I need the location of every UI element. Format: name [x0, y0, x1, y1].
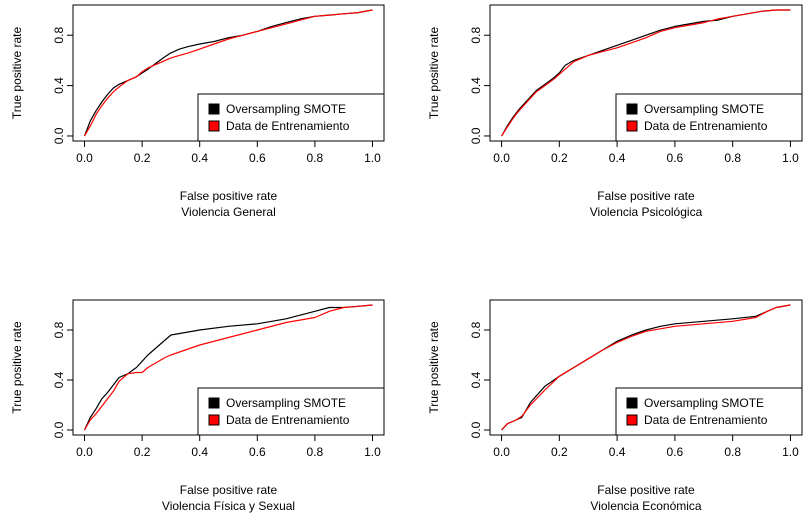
x-tick-label: 0.8 [307, 151, 324, 165]
legend-label: Data de Entrenamiento [644, 413, 768, 427]
x-tick-label: 0.6 [249, 445, 266, 459]
roc-panel-2: 0.0 0.2 0.4 0.6 0.8 1.0 0.0 0.4 0.8 False positiv… [427, 4, 803, 219]
y-tick-label: 0.0 [469, 421, 483, 438]
x-tick-label: 0.4 [191, 445, 208, 459]
x-axis-label: False positive rate [597, 189, 695, 203]
y-axis-label: True positive rate [427, 27, 441, 120]
panel-subtitle: Violencia Física y Sexual [162, 499, 295, 513]
x-tick-label: 0.2 [134, 151, 151, 165]
legend-label: Oversampling SMOTE [226, 396, 346, 410]
legend-label: Data de Entrenamiento [226, 119, 350, 133]
x-tick-label: 0.2 [551, 151, 568, 165]
y-tick-label: 0.4 [52, 371, 66, 388]
legend: Oversampling SMOTE Data de Entrenamiento [197, 93, 385, 142]
y-tick-label: 0.4 [469, 371, 483, 388]
roc-curve-smote [83, 304, 373, 431]
y-tick-label: 0.8 [469, 321, 483, 338]
legend-box [615, 93, 803, 142]
x-tick-label: 0.8 [724, 151, 741, 165]
legend: Oversampling SMOTE Data de Entrenamiento [615, 387, 803, 436]
roc-panel-1: 0.0 0.2 0.4 0.6 0.8 1.0 0.0 0.4 0.8 False positiv… [10, 4, 385, 219]
legend-box [615, 387, 803, 436]
roc-panel-3: 0.0 0.2 0.4 0.6 0.8 1.0 0.0 0.4 0.8 False positiv… [10, 299, 385, 513]
y-tick-label: 0.4 [52, 77, 66, 94]
y-axis-label: True positive rate [10, 321, 24, 414]
y-tick-label: 0.0 [52, 127, 66, 144]
legend-swatch [626, 103, 638, 115]
x-tick-label: 1.0 [364, 151, 381, 165]
y-axis-label: True positive rate [427, 321, 441, 414]
legend-box [197, 93, 385, 142]
x-tick-label: 1.0 [782, 445, 799, 459]
y-tick-label: 0.8 [52, 321, 66, 338]
legend: Oversampling SMOTE Data de Entrenamiento [615, 93, 803, 142]
legend-swatch [208, 103, 220, 115]
x-tick-label: 1.0 [782, 151, 799, 165]
legend-box [197, 387, 385, 436]
x-tick-label: 0.6 [667, 151, 684, 165]
legend-swatch [626, 397, 638, 409]
x-tick-label: 0.6 [667, 445, 684, 459]
roc-curve-training [83, 9, 373, 137]
x-axis-label: False positive rate [180, 483, 278, 497]
y-tick-label: 0.8 [469, 27, 483, 44]
legend-swatch [208, 120, 220, 132]
roc-panel-4: 0.0 0.2 0.4 0.6 0.8 1.0 0.0 0.4 0.8 False positiv… [427, 299, 803, 513]
legend-label: Oversampling SMOTE [644, 102, 764, 116]
y-tick-label: 0.0 [469, 127, 483, 144]
y-axis-label: True positive rate [10, 27, 24, 120]
x-tick-label: 0.8 [307, 445, 324, 459]
x-tick-label: 0.2 [134, 445, 151, 459]
legend-swatch [208, 414, 220, 426]
x-tick-label: 0.4 [609, 445, 626, 459]
x-axis-label: False positive rate [180, 189, 278, 203]
roc-curve-training [501, 304, 791, 431]
legend-swatch [626, 414, 638, 426]
legend: Oversampling SMOTE Data de Entrenamiento [197, 387, 385, 436]
x-tick-label: 0.0 [493, 151, 510, 165]
x-tick-label: 0.0 [493, 445, 510, 459]
x-tick-label: 0.2 [551, 445, 568, 459]
x-axis-label: False positive rate [597, 483, 695, 497]
x-tick-label: 0.6 [249, 151, 266, 165]
panel-subtitle: Violencia Económica [590, 499, 702, 513]
roc-curve-training [501, 9, 791, 137]
legend-label: Oversampling SMOTE [226, 102, 346, 116]
roc-curve-smote [83, 9, 373, 137]
roc-curve-training [83, 304, 373, 431]
panel-subtitle: Violencia General [181, 205, 276, 219]
x-tick-label: 0.0 [76, 151, 93, 165]
panel-subtitle: Violencia Psicológica [590, 205, 703, 219]
legend-swatch [626, 120, 638, 132]
x-tick-label: 0.0 [76, 445, 93, 459]
legend-swatch [208, 397, 220, 409]
y-tick-label: 0.4 [469, 77, 483, 94]
legend-label: Data de Entrenamiento [644, 119, 768, 133]
legend-label: Data de Entrenamiento [226, 413, 350, 427]
x-tick-label: 0.8 [724, 445, 741, 459]
x-tick-label: 1.0 [364, 445, 381, 459]
legend-label: Oversampling SMOTE [644, 396, 764, 410]
x-tick-label: 0.4 [191, 151, 208, 165]
y-tick-label: 0.0 [52, 421, 66, 438]
x-tick-label: 0.4 [609, 151, 626, 165]
y-tick-label: 0.8 [52, 27, 66, 44]
